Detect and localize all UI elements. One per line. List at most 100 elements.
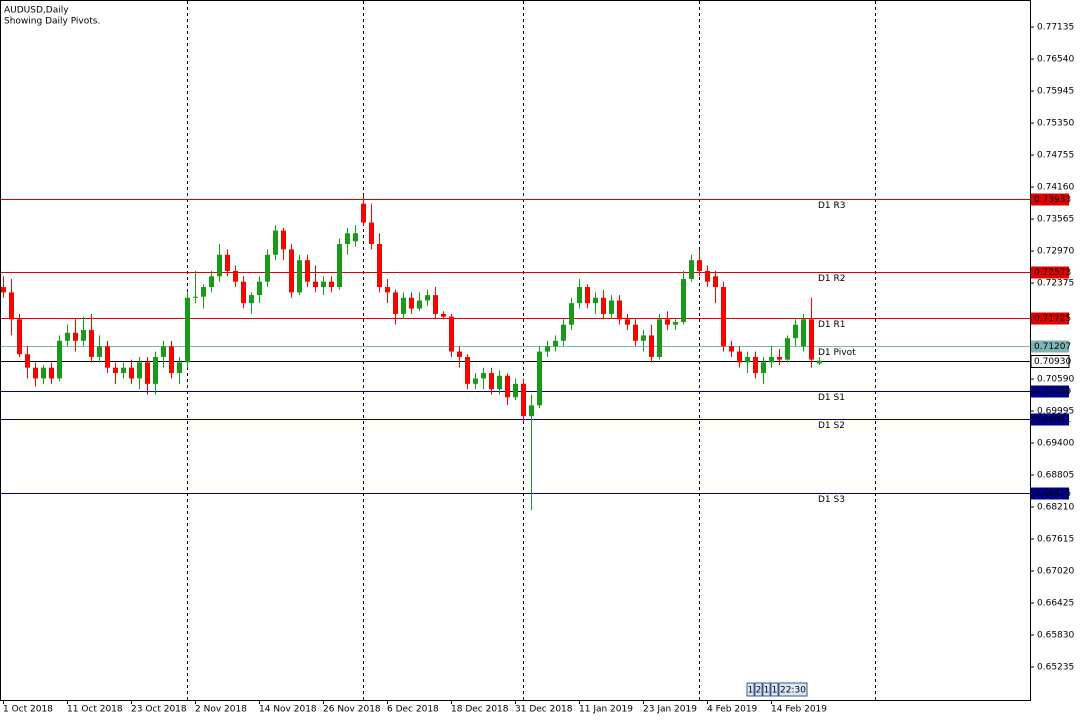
price-label-box	[1031, 487, 1069, 500]
candle-body	[801, 319, 806, 347]
y-tick-label: 0.67615	[1037, 534, 1074, 544]
x-tick-label: 14 Nov 2018	[259, 705, 317, 715]
candle-body	[241, 281, 246, 304]
candle-body	[329, 281, 334, 288]
candle-body	[273, 230, 278, 255]
price-label: 0.71207	[1034, 342, 1071, 352]
candle-body	[641, 335, 646, 341]
candle-body	[289, 249, 294, 293]
candle-body	[73, 332, 78, 341]
price-label-box	[1031, 385, 1069, 398]
candle-body	[713, 276, 718, 288]
candle-body	[193, 296, 198, 298]
y-tick-label: 0.72375	[1037, 278, 1074, 288]
candle-body	[737, 351, 742, 363]
candle-body	[57, 340, 62, 379]
candle-body	[105, 346, 110, 368]
candle-body	[609, 300, 614, 314]
y-tick-label: 0.75945	[1037, 86, 1074, 96]
candle-body	[513, 383, 518, 398]
candle-body	[281, 230, 286, 250]
y-tick-label: 0.73565	[1037, 214, 1074, 224]
pivot-label: D1 S1	[818, 393, 845, 403]
candle-body	[633, 324, 638, 341]
candle-body	[521, 383, 526, 417]
y-tick-label: 0.74160	[1037, 182, 1074, 192]
y-tick-label: 0.68805	[1037, 470, 1074, 480]
chart-subtitle: Showing Daily Pivots.	[4, 17, 100, 27]
candle-body	[417, 300, 422, 309]
candle-body	[497, 375, 502, 390]
pivot-label: D1 R1	[818, 320, 846, 330]
candle-body	[665, 319, 670, 325]
candle-body	[753, 356, 758, 374]
candle-body	[169, 346, 174, 374]
candle-body	[433, 295, 438, 314]
x-tick-label: 31 Dec 2018	[515, 705, 573, 715]
price-label: 0.72573	[1034, 268, 1071, 278]
candle-body	[1, 287, 6, 293]
x-tick-label: 11 Oct 2018	[67, 705, 123, 715]
y-tick-label: 0.75350	[1037, 118, 1074, 128]
status-text: 22:30	[780, 686, 806, 696]
candle-body	[769, 356, 774, 363]
candle-body	[721, 287, 726, 347]
y-tick-label: 0.70590	[1037, 374, 1074, 384]
candle-body	[177, 362, 182, 374]
candle-body	[481, 373, 486, 379]
y-tick-label: 0.68210	[1037, 502, 1074, 512]
y-tick-label: 0.72970	[1037, 246, 1074, 256]
pivot-label: D1 S3	[818, 495, 845, 505]
candle-body	[33, 367, 38, 379]
candle-body	[457, 351, 462, 357]
candle-body	[689, 260, 694, 279]
status-text: 1	[764, 686, 770, 696]
x-tick-label: 4 Feb 2019	[707, 705, 758, 715]
candle-body	[161, 346, 166, 357]
y-tick-label: 0.69995	[1037, 406, 1074, 416]
candle-body	[265, 254, 270, 282]
candle-body	[449, 316, 454, 352]
candle-body	[425, 295, 430, 301]
price-label: 0.69841	[1034, 415, 1071, 425]
candle-body	[153, 356, 158, 384]
status-box	[762, 682, 771, 697]
y-tick-label: 0.66425	[1037, 598, 1074, 608]
current-price-label: 0.70930	[1034, 357, 1071, 367]
x-tick-label: 1 Oct 2018	[3, 705, 53, 715]
pivot-label: D1 R3	[818, 201, 846, 211]
y-tick-label: 0.77135	[1037, 22, 1074, 32]
candle-body	[41, 367, 46, 379]
y-tick-label: 0.69400	[1037, 438, 1074, 448]
candle-body	[809, 319, 814, 360]
x-tick-label: 26 Nov 2018	[323, 705, 381, 715]
candle-body	[145, 362, 150, 384]
candle-body	[489, 373, 494, 390]
chart-title: AUDUSD,Daily	[4, 6, 69, 16]
candle-body	[201, 287, 206, 297]
candle-body	[601, 297, 606, 314]
pivot-label: D1 R2	[818, 274, 846, 284]
candle-body	[593, 297, 598, 304]
candle-body	[233, 270, 238, 282]
candle-body	[9, 292, 14, 320]
candle-body	[441, 313, 446, 317]
candle-body	[249, 295, 254, 304]
candle-body	[785, 338, 790, 360]
x-tick-label: 11 Jan 2019	[579, 705, 633, 715]
candle-body	[585, 287, 590, 304]
status-box	[770, 682, 779, 697]
candle-body	[537, 351, 542, 406]
candle-body	[705, 270, 710, 282]
candle-body	[217, 254, 222, 277]
candle-body	[345, 233, 350, 244]
candle-body	[89, 330, 94, 357]
candle-body	[673, 321, 678, 325]
candle-body	[337, 243, 342, 288]
candle-body	[577, 287, 582, 304]
candle-body	[361, 203, 366, 223]
candle-body	[17, 319, 22, 355]
candle-body	[465, 356, 470, 384]
candle-body	[761, 362, 766, 374]
